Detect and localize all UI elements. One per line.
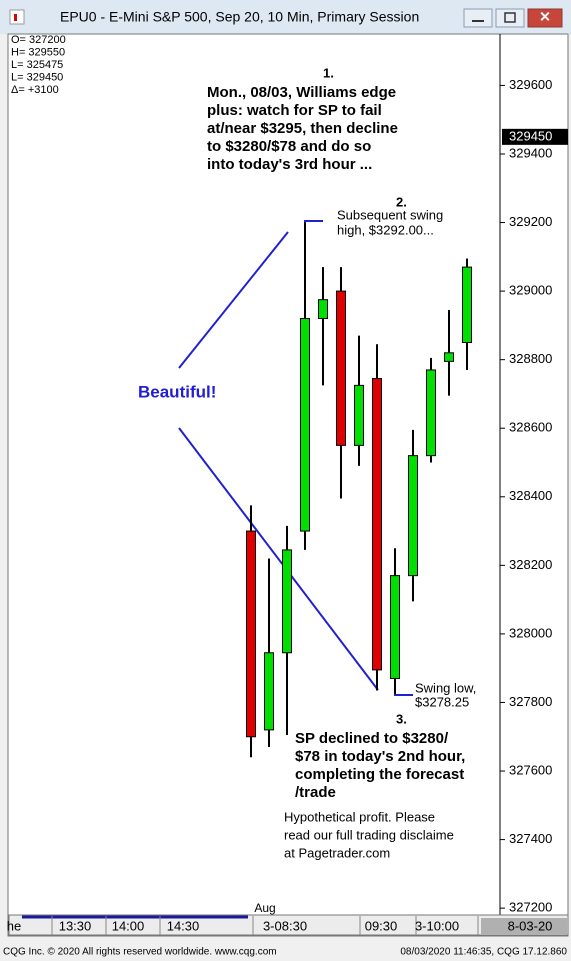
- y-tick-label: 327200: [509, 900, 552, 915]
- annotation-number: 2.: [396, 194, 407, 209]
- arrow-line: [178, 427, 379, 691]
- footer-left: CQG Inc. © 2020 All rights reserved worl…: [3, 947, 277, 958]
- maximize-icon: [504, 12, 516, 23]
- annotation-text: Swing low,: [415, 680, 476, 695]
- month-label: Aug: [254, 901, 275, 915]
- annotation-text: Mon., 08/03, Williams edge: [207, 84, 396, 101]
- beautiful-label: Beautiful!: [138, 382, 216, 401]
- y-tick-label: 327800: [509, 694, 552, 709]
- annotation-text: Hypothetical profit. Please: [284, 809, 435, 824]
- candle-body: [336, 290, 346, 446]
- annotation-text: high, $3292.00...: [337, 222, 434, 237]
- date-box: [481, 918, 567, 934]
- y-tick-label: 328400: [509, 488, 552, 503]
- x-tick-label: he: [7, 918, 21, 933]
- ohlc-info-line: H= 329550: [11, 46, 65, 58]
- x-tick-label: 8-03-20: [508, 918, 553, 933]
- y-tick-label: 328800: [509, 351, 552, 366]
- time-axis: [8, 914, 569, 936]
- annotation-text: SP declined to $3280/: [295, 730, 449, 747]
- candle-body: [246, 530, 256, 738]
- x-tick-label: 3-08:30: [263, 918, 307, 933]
- y-tick-label: 329600: [509, 77, 552, 92]
- annotation-text: /trade: [295, 784, 336, 801]
- chart-frame: [7, 33, 569, 937]
- last-price-label: 329450: [509, 128, 552, 143]
- annotation-text: to $3280/$78 and do so: [207, 138, 371, 155]
- y-tick-label: 328000: [509, 625, 552, 640]
- x-tick-label: 3-10:00: [415, 918, 459, 933]
- annotation-number: 1.: [323, 65, 334, 80]
- close-button[interactable]: [527, 8, 563, 28]
- footer-right: 08/03/2020 11:46:35, CQG 17.12.860: [400, 947, 567, 958]
- maximize-button[interactable]: [495, 8, 525, 28]
- annotation-text: completing the forecast: [295, 766, 464, 783]
- close-icon: ✕: [539, 9, 551, 25]
- annotation-text: at/near $3295, then decline: [207, 120, 398, 137]
- candle-body: [354, 384, 364, 446]
- plot-area: [178, 220, 472, 758]
- ohlc-info-line: L= 325475: [11, 59, 63, 71]
- arrow-line: [178, 231, 289, 369]
- candle-body: [318, 299, 328, 320]
- candle-body: [372, 378, 382, 671]
- x-tick-label: 09:30: [365, 918, 398, 933]
- annotation-text: Subsequent swing: [337, 207, 443, 222]
- candle-body: [444, 352, 454, 362]
- candle-body: [300, 318, 310, 532]
- candle-body: [462, 266, 472, 344]
- candle-body: [408, 455, 418, 577]
- annotation-text: at Pagetrader.com: [284, 845, 390, 860]
- y-tick-label: 329000: [509, 283, 552, 298]
- minimize-button[interactable]: [463, 8, 493, 28]
- annotation-text: plus: watch for SP to fail: [207, 102, 382, 119]
- app-icon: [14, 14, 17, 21]
- candle-body: [426, 369, 436, 457]
- ohlc-info-line: Δ= +3100: [11, 84, 59, 96]
- candle-body: [282, 549, 292, 654]
- annotation-number: 3.: [396, 711, 407, 726]
- y-tick-label: 329400: [509, 145, 552, 160]
- y-tick-label: 329200: [509, 214, 552, 229]
- y-tick-label: 327600: [509, 762, 552, 777]
- x-tick-label: 13:30: [59, 918, 92, 933]
- window-title: EPU0 - E-Mini S&P 500, Sep 20, 10 Min, P…: [60, 9, 419, 25]
- last-price-box: [502, 128, 568, 145]
- annotation-text: $3278.25: [415, 694, 469, 709]
- candle-body: [390, 575, 400, 679]
- x-tick-label: 14:30: [167, 918, 200, 933]
- candle-body: [264, 652, 274, 731]
- y-tick-label: 328600: [509, 420, 552, 435]
- x-tick-label: 14:00: [112, 918, 145, 933]
- ohlc-info-line: O= 327200: [11, 34, 66, 46]
- annotation-text: read our full trading disclaime: [284, 827, 454, 842]
- annotation-text: into today's 3rd hour ...: [207, 156, 372, 173]
- annotation-text: $78 in today's 2nd hour,: [295, 748, 465, 765]
- y-tick-label: 327400: [509, 831, 552, 846]
- ohlc-info-line: L= 329450: [11, 71, 63, 83]
- y-tick-label: 328200: [509, 557, 552, 572]
